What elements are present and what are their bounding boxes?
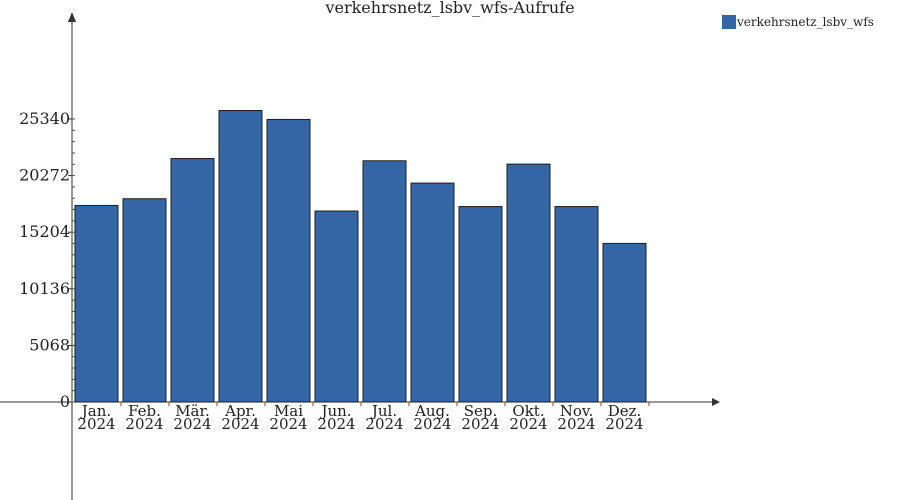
x-tick-label-year: 2024	[317, 415, 355, 433]
bar	[218, 110, 263, 403]
bar	[314, 210, 359, 403]
x-tick-label-month: Aug.	[414, 402, 450, 420]
bar	[266, 118, 311, 403]
x-axis-ticks: Jan.2024Feb.2024Mär.2024Apr.2024Mai2024J…	[77, 402, 650, 433]
x-tick-label-month: Okt.	[512, 402, 544, 420]
y-tick-label: 20272	[19, 166, 70, 185]
x-tick-label-month: Jan.	[80, 402, 111, 420]
y-tick-label: 25340	[19, 109, 70, 128]
bar	[122, 198, 167, 403]
x-tick-label-year: 2024	[461, 415, 499, 433]
x-tick-label-year: 2024	[77, 415, 115, 433]
bar	[554, 206, 599, 403]
bar	[458, 206, 503, 403]
legend-swatch	[722, 15, 736, 29]
x-tick-label-year: 2024	[221, 415, 259, 433]
legend: verkehrsnetz_lsbv_wfs	[722, 15, 874, 29]
bar	[362, 160, 407, 403]
y-tick-label: 15204	[19, 222, 70, 241]
x-tick-label-month: Mai	[274, 402, 303, 420]
legend-label: verkehrsnetz_lsbv_wfs	[737, 15, 874, 29]
x-tick-label-month: Jun.	[319, 402, 351, 420]
x-tick-label-year: 2024	[605, 415, 643, 433]
x-tick-label-year: 2024	[125, 415, 163, 433]
y-tick-label: 0	[60, 392, 70, 411]
bar	[410, 182, 455, 403]
bar	[506, 163, 551, 403]
x-tick-label-month: Sep.	[464, 402, 498, 420]
x-tick-label-month: Apr.	[224, 402, 256, 420]
bars	[74, 110, 647, 403]
x-tick-label-year: 2024	[509, 415, 547, 433]
x-tick-label-year: 2024	[365, 415, 403, 433]
bar	[170, 158, 215, 403]
x-tick-label-year: 2024	[173, 415, 211, 433]
bar	[602, 242, 647, 403]
x-axis-arrow-icon	[712, 398, 720, 406]
y-axis-ticks: 0 5068 10136 15204 20272 25340	[19, 109, 72, 411]
x-tick-label-month: Dez.	[608, 402, 642, 420]
x-tick-label-year: 2024	[413, 415, 451, 433]
x-tick-label-month: Jul.	[370, 402, 397, 420]
x-tick-label-month: Mär.	[175, 402, 210, 420]
bar	[74, 204, 119, 403]
x-tick-label-year: 2024	[269, 415, 307, 433]
y-tick-label: 5068	[29, 335, 70, 354]
x-tick-label-year: 2024	[557, 415, 595, 433]
chart-title: verkehrsnetz_lsbv_wfs-Aufrufe	[325, 0, 575, 17]
x-tick-label-month: Nov.	[560, 402, 594, 420]
y-axis-arrow-icon	[68, 12, 76, 22]
y-tick-label: 10136	[19, 279, 70, 298]
x-tick-label-month: Feb.	[128, 402, 161, 420]
